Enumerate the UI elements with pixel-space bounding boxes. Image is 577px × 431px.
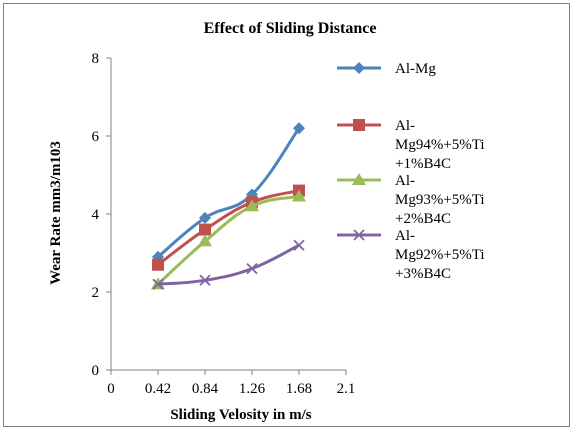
- data-point: [152, 278, 164, 290]
- legend-label: +3%B4C: [395, 266, 451, 282]
- y-tick-label: 0: [92, 363, 100, 379]
- chart-frame: [3, 3, 570, 427]
- x-axis-title: Sliding Velosity in m/s: [170, 407, 311, 423]
- legend-item: Al- Mg92%+5%Ti +3%B4C: [337, 228, 485, 282]
- legend-marker: [353, 62, 365, 74]
- x-tick-label: 0: [107, 381, 115, 397]
- legend-label: Mg93%+5%Ti: [395, 192, 485, 208]
- data-point: [293, 239, 305, 251]
- y-axis-title: Wear Rate mm3/m103: [48, 141, 64, 285]
- legend-label: +2%B4C: [395, 211, 451, 227]
- series-4: [152, 239, 305, 290]
- x-tick-label: 1.68: [286, 381, 312, 397]
- legend-item: Al- Mg94%+5%Ti +1%B4C: [337, 118, 485, 172]
- series-line: [157, 243, 300, 286]
- y-tick-label: 6: [92, 129, 100, 145]
- series-line: [157, 189, 300, 266]
- legend-item: Al- Mg93%+5%Ti +2%B4C: [337, 173, 485, 227]
- data-point: [199, 274, 211, 286]
- legend-label: +1%B4C: [395, 156, 451, 172]
- series-line: [157, 127, 301, 259]
- legend-item: Al-Mg: [337, 61, 436, 77]
- legend-marker: [353, 229, 365, 241]
- y-axis-ticks: 0 2 4 6 8: [92, 51, 111, 379]
- chart-title: Effect of Sliding Distance: [204, 20, 377, 37]
- legend-label: Mg94%+5%Ti: [395, 137, 485, 153]
- x-tick-label: 0.84: [192, 381, 219, 397]
- data-point: [199, 223, 211, 236]
- legend-marker: [352, 173, 366, 185]
- y-tick-label: 4: [92, 207, 100, 223]
- x-tick-label: 0.42: [145, 381, 171, 397]
- data-point: [199, 211, 211, 224]
- x-axis-ticks: 0 0.42 0.84 1.26 1.68 2.1: [107, 370, 355, 397]
- data-point: [198, 234, 212, 247]
- legend-marker: [353, 119, 365, 131]
- legend-label: Al-: [395, 173, 415, 189]
- data-point: [246, 262, 258, 275]
- data-point: [245, 199, 259, 212]
- x-tick-label: 1.26: [239, 381, 266, 397]
- legend: Al-MgAl-Mg94%+5%Ti+1%B4CAl-Mg93%+5%Ti+2%…: [337, 61, 485, 282]
- data-point: [293, 122, 305, 135]
- y-tick-label: 2: [92, 285, 100, 301]
- data-point: [152, 258, 164, 271]
- x-tick-label: 2.1: [337, 381, 356, 397]
- series-line: [156, 194, 300, 286]
- data-point: [292, 189, 306, 202]
- legend-label: Al-Mg: [395, 61, 436, 77]
- y-tick-label: 8: [92, 51, 100, 67]
- legend-label: Mg92%+5%Ti: [395, 247, 485, 263]
- series-3: [151, 189, 306, 290]
- legend-label: Al-: [395, 228, 415, 244]
- series-layer: [151, 122, 306, 290]
- legend-label: Al-: [395, 118, 415, 134]
